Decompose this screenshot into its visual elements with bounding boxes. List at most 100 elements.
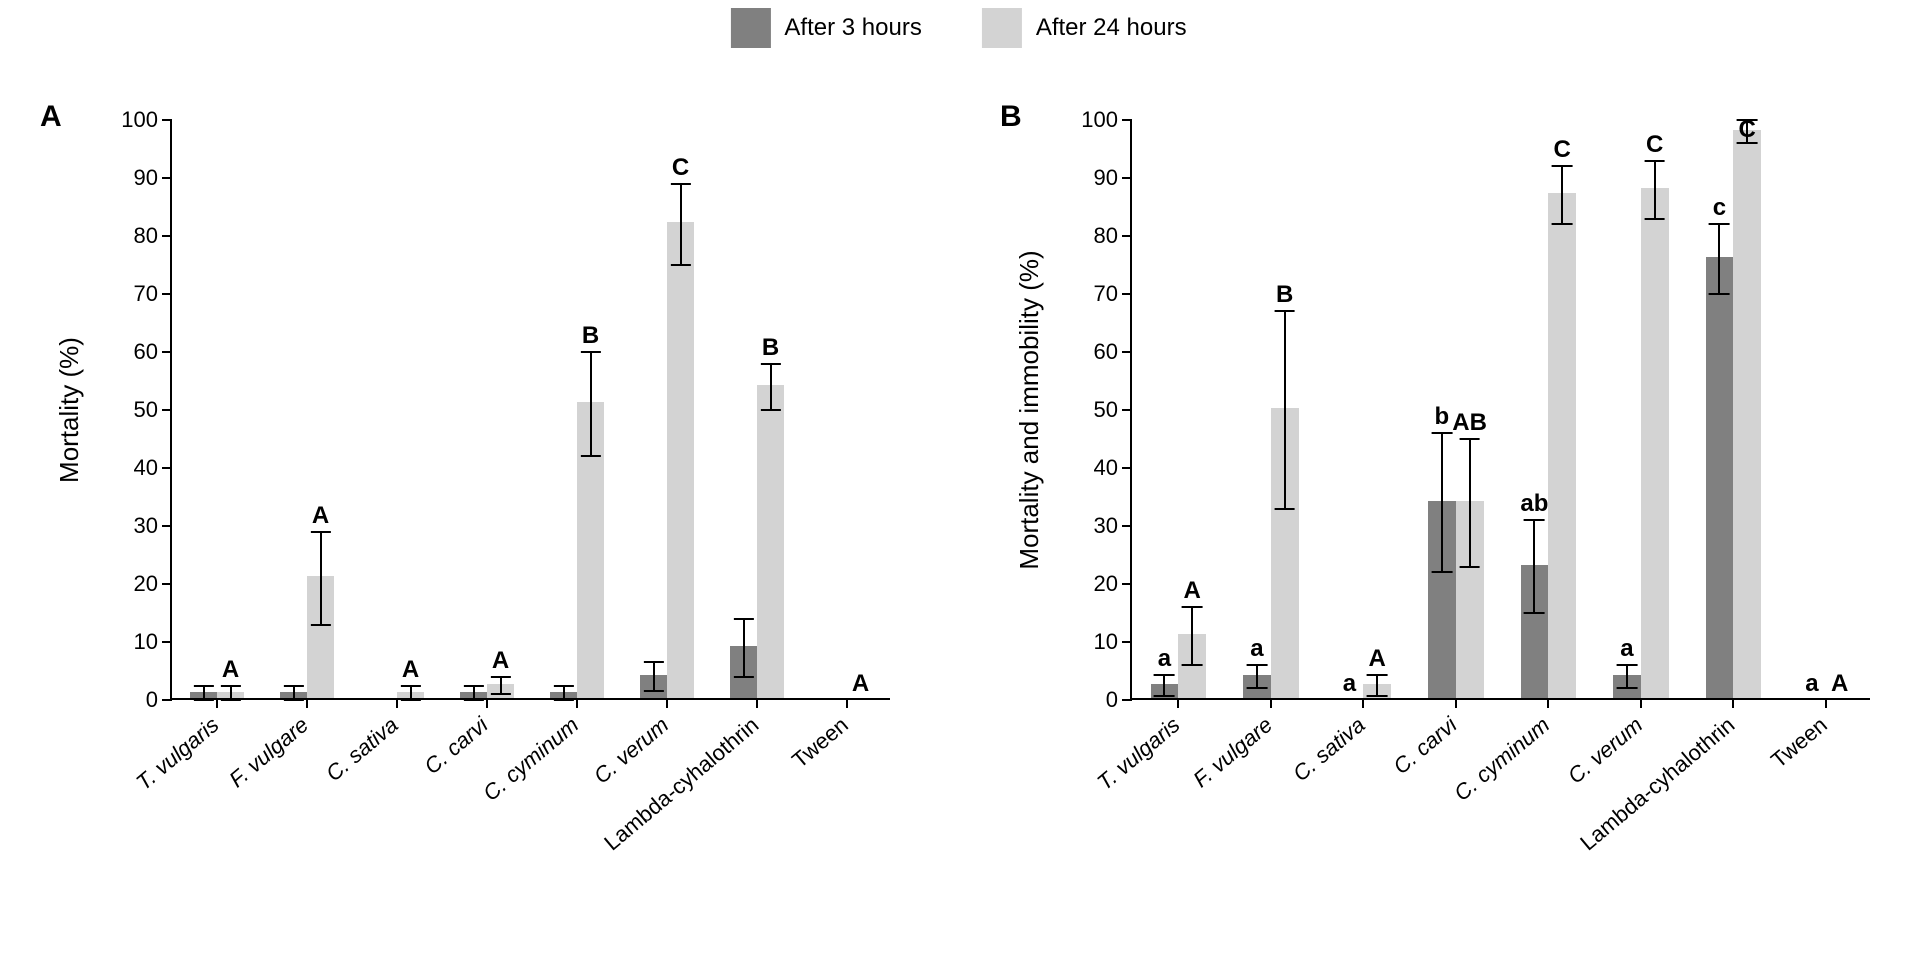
x-tick [1825,698,1827,708]
plot-area-a: 0102030405060708090100T. vulgarisAF. vul… [170,120,890,700]
y-tick-label: 100 [121,107,158,133]
y-tick [162,235,172,237]
error-cap [463,699,483,701]
bar-group: T. vulgarisaA [1132,120,1225,698]
error-cap [400,685,420,687]
x-tick [1732,698,1734,708]
legend-swatch-24h [982,8,1022,48]
x-axis-label: C. sativa [1288,712,1370,787]
significance-label: a [1343,670,1356,698]
error-bar [770,364,772,410]
significance-label: A [852,670,869,698]
x-axis-label: T. vulgaris [131,712,224,796]
x-axis-label: F. vulgare [1188,712,1277,793]
x-tick [1547,698,1549,708]
x-axis-label: C. sativa [321,712,403,787]
bar-group: C. sativaaA [1317,120,1410,698]
x-tick [1270,698,1272,708]
error-bar [1163,675,1165,696]
significance-label: C [672,154,689,182]
error-cap [580,455,600,457]
y-tick-label: 20 [1094,571,1118,597]
significance-label: A [402,656,419,684]
y-tick-label: 10 [134,629,158,655]
y-tick [1122,641,1132,643]
significance-label: A [1183,577,1200,605]
y-tick [162,351,172,353]
error-bar [293,686,295,701]
x-axis-label: C. carvi [420,712,494,780]
y-tick [162,467,172,469]
error-cap [580,351,600,353]
legend-item-24h: After 24 hours [982,8,1187,48]
x-axis-label: Tween [1766,712,1832,774]
x-tick [486,698,488,708]
x-tick [1362,698,1364,708]
y-tick-label: 10 [1094,629,1118,655]
bar-group: C. sativaA [352,120,442,698]
error-bar [590,352,592,456]
error-cap [1616,664,1637,666]
y-tick [1122,699,1132,701]
error-cap [1431,432,1452,434]
significance-label: A [1831,670,1848,698]
error-cap [310,624,330,626]
significance-label: a [1805,670,1818,698]
x-tick [216,698,218,708]
y-tick-label: 80 [1094,223,1118,249]
y-tick-label: 80 [134,223,158,249]
error-cap [1246,687,1267,689]
bar-group: Lambda-cyhalothrinB [712,120,802,698]
error-bar [1718,224,1720,294]
error-cap [1274,310,1295,312]
x-axis-label: C. carvi [1389,712,1463,780]
error-cap [1459,438,1480,440]
bar-h24 [757,385,784,698]
error-cap [1644,218,1665,220]
legend-item-3h: After 3 hours [730,8,921,48]
page: { "legend": { "items": [ { "label": "Aft… [0,0,1917,975]
y-tick-label: 70 [134,281,158,307]
significance-label: a [1250,635,1263,663]
error-cap [490,693,510,695]
y-tick-label: 0 [146,687,158,713]
y-tick [1122,351,1132,353]
significance-label: b [1435,403,1450,431]
y-tick-label: 60 [1094,339,1118,365]
bar-group: C. cyminumB [532,120,622,698]
error-bar [1533,520,1535,613]
x-tick [1640,698,1642,708]
panel-b: B 0102030405060708090100T. vulgarisaAF. … [1000,100,1880,800]
error-cap [1524,519,1545,521]
error-bar [1469,439,1471,567]
y-tick [1122,177,1132,179]
bar-h24 [1733,130,1761,698]
y-tick [1122,467,1132,469]
error-cap [1182,664,1203,666]
significance-label: A [222,656,239,684]
y-tick [1122,293,1132,295]
bar-group: C. carvibAB [1410,120,1503,698]
error-bar [1191,607,1193,665]
y-tick-label: 70 [1094,281,1118,307]
y-tick [162,119,172,121]
error-bar [473,686,475,701]
error-cap [310,531,330,533]
error-cap [1709,223,1730,225]
panel-letter-b: B [1000,100,1022,134]
significance-label: C [1738,116,1755,144]
error-cap [1182,606,1203,608]
error-cap [1552,165,1573,167]
y-tick [162,177,172,179]
error-cap [760,409,780,411]
error-bar [1376,675,1378,696]
y-axis-title-b: Mortality and immobility (%) [1014,250,1045,569]
y-tick [1122,119,1132,121]
x-axis-label: C. verum [589,712,674,789]
significance-label: a [1158,645,1171,673]
bar-group: F. vulgareaB [1225,120,1318,698]
error-cap [643,661,663,663]
error-bar [500,677,502,694]
bar-group: C. cyminumabC [1502,120,1595,698]
legend: After 3 hours After 24 hours [730,8,1186,48]
